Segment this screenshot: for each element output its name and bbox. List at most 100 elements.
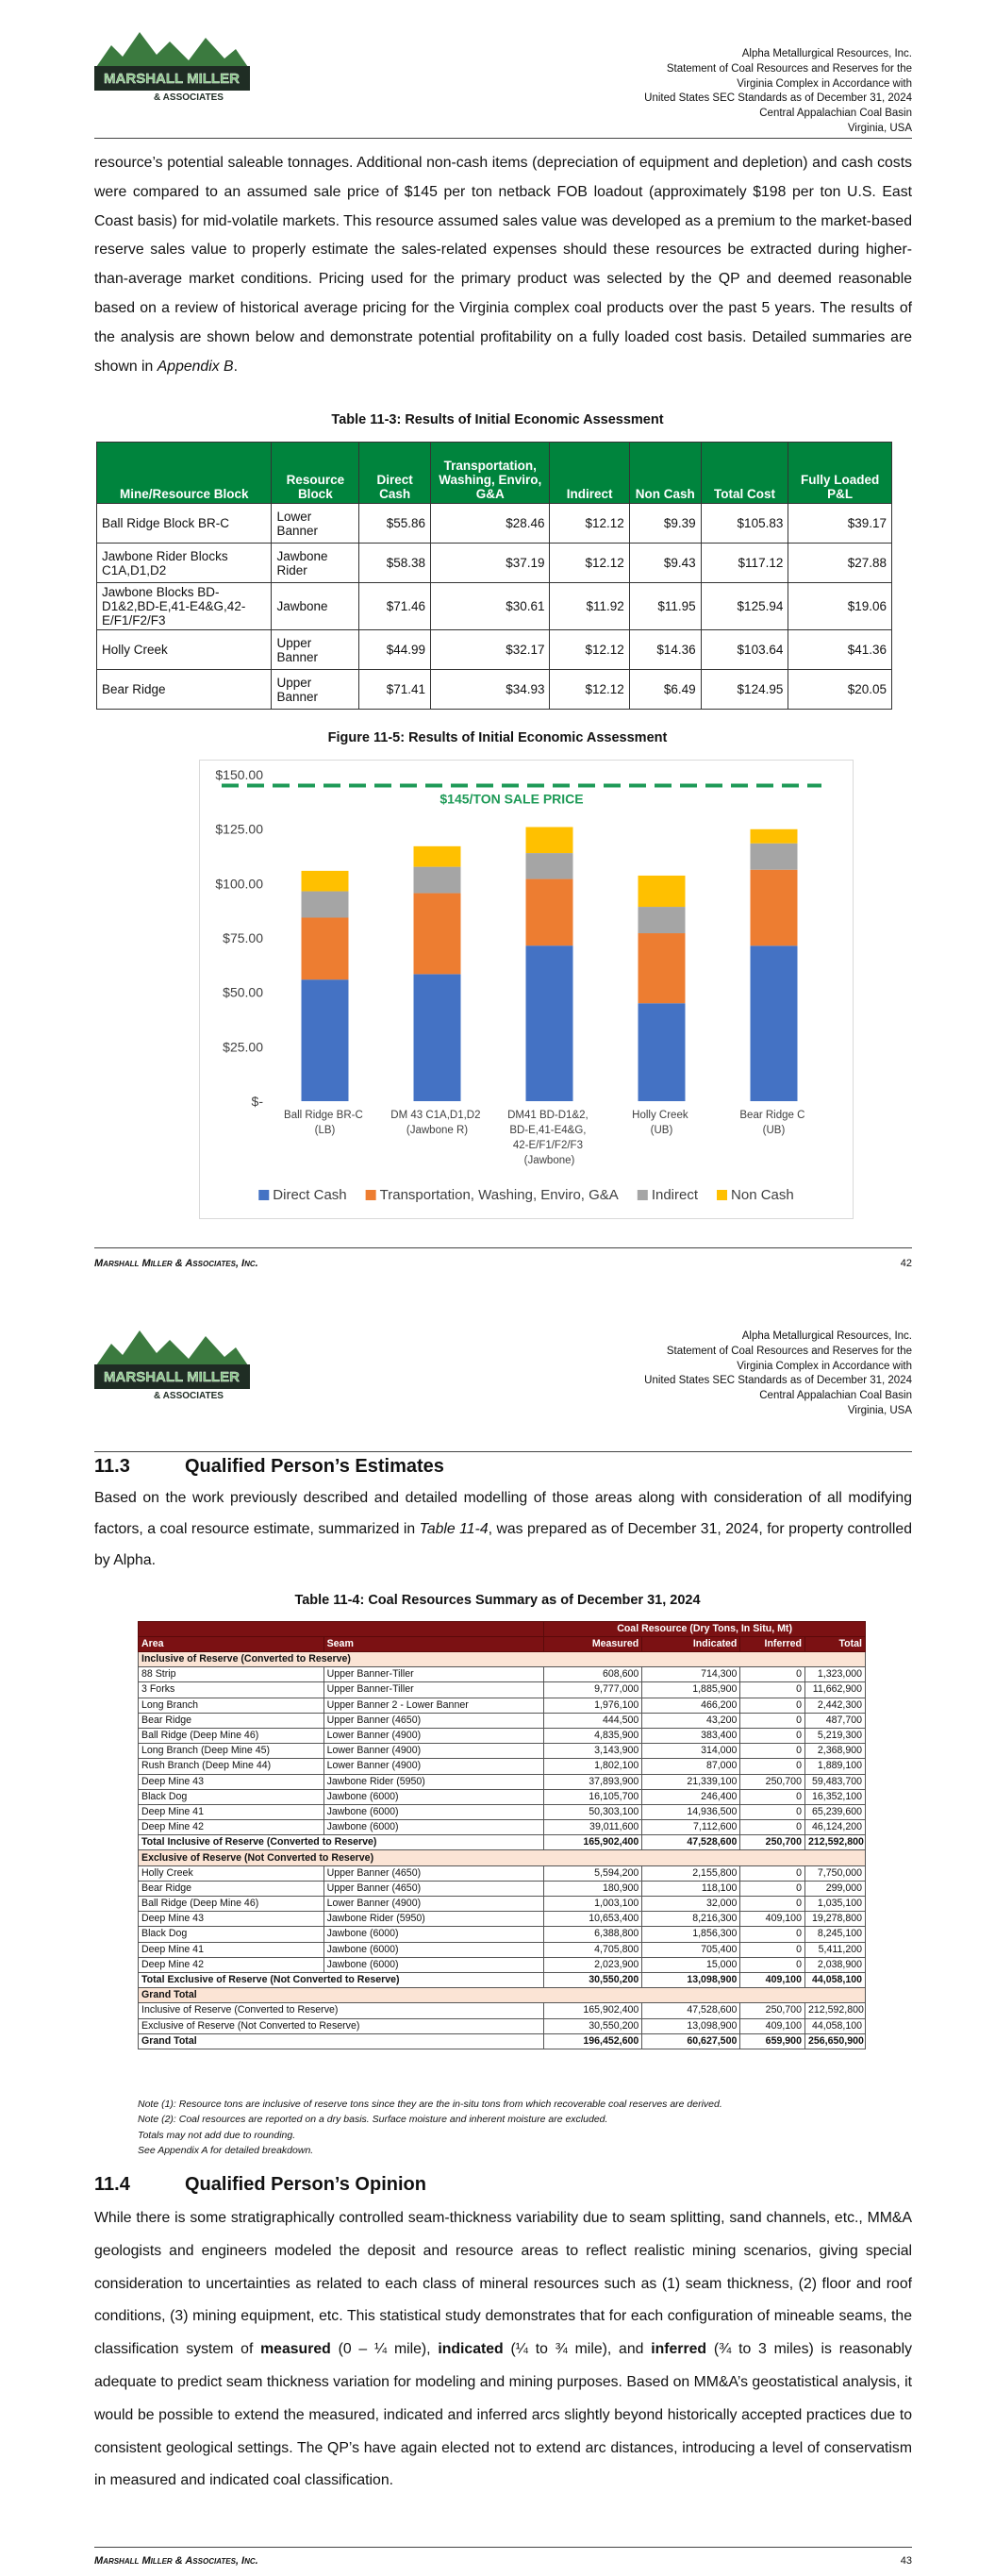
- column-header: Direct Cash: [358, 442, 432, 504]
- table-cell: $12.12: [549, 543, 630, 583]
- table-row: Jawbone Blocks BD-D1&2,BD-E,41-E4&G,42-E…: [95, 582, 892, 630]
- y-tick-label: $50.00: [223, 985, 263, 1000]
- section-number: 11.4: [94, 2174, 130, 2195]
- table-cell: 314,000: [641, 1743, 741, 1760]
- table-cell: $27.88: [788, 543, 892, 583]
- table-row: Long Branch Upper Banner 2 - Lower Banner…: [138, 1697, 867, 1714]
- section-title: Qualified Person’s Opinion: [185, 2174, 426, 2195]
- table-cell: 43,200: [641, 1712, 741, 1729]
- y-tick-label: $-: [252, 1094, 264, 1109]
- header-rule: [94, 1451, 912, 1452]
- section-title: Grand Total: [138, 1987, 866, 2004]
- legend-label: Transportation, Washing, Enviro, G&A: [380, 1187, 619, 1203]
- table-cell: 32,000: [641, 1895, 741, 1913]
- table-cell: Upper Banner-Tiller: [323, 1666, 545, 1683]
- table-cell: 0: [739, 1803, 805, 1821]
- reference-label: $145/TON SALE PRICE: [439, 792, 583, 807]
- table-cell: 2,023,900: [543, 1956, 643, 1973]
- term: inferred: [651, 2341, 707, 2358]
- table-cell: 0: [739, 1712, 805, 1729]
- table-cell: 5,219,300: [804, 1727, 867, 1745]
- header-row: Mine/Resource Block Resource Block Direct …: [95, 442, 892, 504]
- table-cell: $124.95: [700, 669, 789, 710]
- x-tick-label: Bear Ridge C (UB): [739, 1110, 807, 1136]
- table-row: Holly Creek Upper Banner (4650) 5,594,200 2…: [138, 1865, 867, 1882]
- bar-segment: [525, 827, 573, 854]
- bar-segment: [413, 866, 461, 894]
- table-cell: 0: [739, 1666, 805, 1683]
- table-cell: 0: [739, 1926, 805, 1943]
- table-cell: 0: [739, 1788, 805, 1805]
- total-row: Total Inclusive of Reserve (Converted to…: [137, 1834, 867, 1851]
- resource-table: Coal Resource (Dry Tons, In Situ, Mt) Are…: [137, 1621, 867, 2049]
- table-cell: $14.36: [628, 629, 702, 670]
- table-cell: Lower Banner (4900): [323, 1758, 545, 1775]
- table-cell: Jawbone Rider Blocks C1A,D1,D2: [95, 543, 273, 583]
- table-cell: 1,323,000: [804, 1666, 867, 1683]
- table-cell: 44,058,100: [804, 1971, 867, 1989]
- column-header: Non Cash: [628, 442, 702, 504]
- table-cell: $12.12: [549, 669, 630, 710]
- table-cell: 466,200: [641, 1697, 741, 1714]
- table-cell: Lower Banner (4900): [323, 1727, 545, 1745]
- column-header: Area: [138, 1636, 324, 1652]
- table-cell: $28.46: [430, 503, 551, 544]
- column-header: Resource Block: [271, 442, 360, 504]
- table-cell: 13,098,900: [641, 2017, 741, 2034]
- paragraph: resource’s potential saleable tonnages. …: [94, 149, 912, 381]
- table-cell: 250,700: [739, 1773, 805, 1790]
- legend-swatch: [717, 1190, 728, 1200]
- table-cell: 21,339,100: [641, 1773, 741, 1790]
- table-cell: 0: [739, 1956, 805, 1973]
- table-cell: 44,058,100: [804, 2017, 867, 2034]
- table-row: Deep Mine 42 Jawbone (6000) 39,011,600 7,11…: [138, 1819, 867, 1836]
- table-cell: Upper Banner (4650): [323, 1865, 545, 1882]
- legend-swatch: [258, 1190, 270, 1200]
- bar-segment: [301, 917, 349, 980]
- table-cell: Black Dog: [138, 1926, 324, 1943]
- text: While there is some stratigraphically co…: [94, 2210, 912, 2358]
- table-caption: Table 11-3: Results of Initial Economic …: [331, 412, 664, 427]
- table-cell: $11.95: [628, 582, 702, 630]
- table-cell: 409,100: [739, 2017, 805, 2034]
- table-cell: Upper Banner (4650): [323, 1880, 545, 1898]
- table-cell: 705,400: [641, 1941, 741, 1958]
- header-line: Virginia, USA: [847, 1404, 912, 1416]
- table-row: Ball Ridge Block BR-C Lower Banner $55.86 $…: [95, 503, 892, 544]
- table-cell: 37,893,900: [543, 1773, 643, 1790]
- table-cell: Lower Banner: [271, 503, 360, 544]
- table-cell: 2,155,800: [641, 1865, 741, 1882]
- bar-segment: [638, 933, 686, 1004]
- page-number: 43: [900, 2555, 912, 2567]
- text: .: [233, 358, 238, 375]
- table-row: Exclusive of Reserve (Not Converted to R…: [137, 2017, 867, 2034]
- logo: MARSHALL MILLER & ASSOCIATES: [94, 1330, 250, 1401]
- figure-caption: Figure 11-5: Results of Initial Economic…: [327, 730, 668, 745]
- table-cell: Holly Creek: [138, 1865, 324, 1882]
- column-header: Mine/Resource Block: [95, 442, 273, 504]
- table-cell: 5,411,200: [804, 1941, 867, 1958]
- header-line: Alpha Metallurgical Resources, Inc.: [741, 48, 912, 59]
- table-cell: 1,856,300: [641, 1926, 741, 1943]
- table-cell: $20.05: [788, 669, 892, 710]
- table-cell: $58.38: [358, 543, 432, 583]
- table-cell: 0: [739, 1880, 805, 1898]
- table-cell: Lower Banner (4900): [323, 1895, 545, 1913]
- economic-table: Mine/Resource Block Resource Block Direct …: [95, 442, 892, 710]
- table-cell: $39.17: [788, 503, 892, 544]
- column-header: Indicated: [641, 1636, 741, 1652]
- table-cell: 1,889,100: [804, 1758, 867, 1775]
- column-header: Seam: [323, 1636, 545, 1652]
- table-row: Ball Ridge (Deep Mine 46) Lower Banner (4…: [138, 1895, 867, 1913]
- table-cell: 383,400: [641, 1727, 741, 1745]
- table-cell: Total Exclusive of Reserve (Not Converte…: [137, 1971, 545, 1989]
- header-line: Alpha Metallurgical Resources, Inc.: [741, 1330, 912, 1342]
- table-cell: 50,303,100: [543, 1803, 643, 1821]
- table-cell: 0: [739, 1758, 805, 1775]
- header-line: Central Appalachian Coal Basin: [759, 1390, 912, 1402]
- section-number: 11.3: [94, 1456, 130, 1477]
- table-cell: $12.12: [549, 629, 630, 670]
- table-cell: Deep Mine 42: [138, 1956, 324, 1973]
- table-cell: 250,700: [739, 2002, 805, 2019]
- column-header: Indirect: [549, 442, 630, 504]
